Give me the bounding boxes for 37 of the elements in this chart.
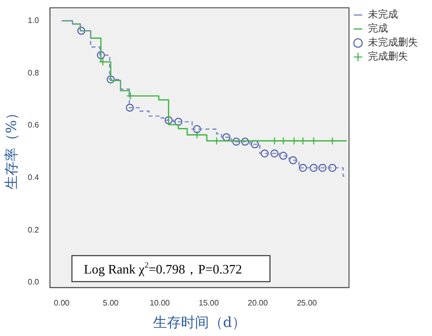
y-tick-label: 0.2 bbox=[28, 225, 40, 234]
x-tick-label: 20.00 bbox=[248, 298, 268, 308]
point bbox=[260, 149, 269, 158]
x-tick-label: 0.00 bbox=[54, 298, 70, 308]
point bbox=[318, 164, 327, 172]
point bbox=[250, 140, 259, 148]
legend-label: 未完成删失 bbox=[368, 36, 418, 49]
y-tick-label: 0.6 bbox=[28, 120, 40, 130]
x-tick-label: 15.00 bbox=[198, 298, 220, 308]
point bbox=[298, 164, 307, 172]
point bbox=[270, 149, 278, 158]
y-tick-label: 0.0 bbox=[28, 278, 40, 287]
legend-label: 完成 bbox=[368, 22, 388, 35]
point bbox=[222, 133, 230, 142]
point bbox=[310, 164, 318, 172]
x-axis-title: 生存时间（d） bbox=[152, 315, 246, 332]
y-axis-title: 生存率（%） bbox=[4, 106, 20, 190]
legend-label: 完成删失 bbox=[368, 50, 408, 63]
point bbox=[241, 138, 250, 146]
x-tick-label: 10.00 bbox=[150, 298, 170, 308]
point bbox=[106, 75, 115, 84]
y-tick-label: 0.4 bbox=[28, 172, 40, 182]
point bbox=[289, 156, 298, 164]
point bbox=[174, 118, 182, 126]
legend-label: 未完成 bbox=[368, 8, 398, 21]
x-tick-label: 25.00 bbox=[296, 298, 318, 308]
point bbox=[279, 152, 288, 160]
point bbox=[232, 138, 240, 146]
point bbox=[164, 116, 173, 124]
point bbox=[328, 164, 336, 172]
y-tick-label: 1.0 bbox=[28, 16, 40, 26]
point bbox=[193, 125, 202, 134]
y-tick-label: 0.8 bbox=[28, 68, 40, 78]
point bbox=[96, 51, 105, 60]
point bbox=[77, 26, 86, 35]
x-tick-label: 5.00 bbox=[102, 298, 120, 308]
point bbox=[126, 104, 134, 112]
